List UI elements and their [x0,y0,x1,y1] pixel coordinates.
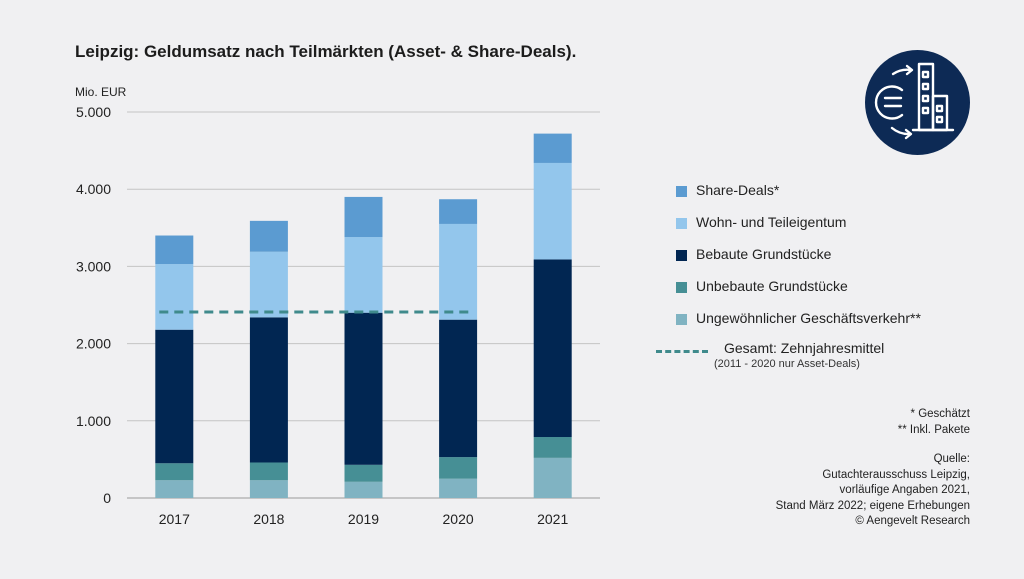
legend-sub-mittel: (2011 - 2020 nur Asset-Deals) [714,358,860,370]
bar-segment-share_deals-2018 [249,220,288,252]
bar-segment-unbebaute-2021 [533,437,572,458]
y-unit-label: Mio. EUR [75,85,127,99]
y-tick-label: 3.000 [76,258,111,274]
legend-label-mittel: Gesamt: Zehnjahresmittel [724,340,885,356]
legend-swatch-ungewoehnlich [676,314,687,325]
x-tick-label: 2020 [443,511,474,527]
bar-segment-wohn-2017 [155,264,194,330]
bar-segment-bebaute-2019 [344,312,383,465]
legend-label-wohn: Wohn- und Teileigentum [696,214,847,230]
legend-label-unbebaute: Unbebaute Grundstücke [696,278,848,294]
source-line-2: vorläufige Angaben 2021, [839,484,970,496]
legend-swatch-wohn [676,218,687,229]
bar-segment-wohn-2018 [249,251,288,318]
bar-segment-ungewoehnlich-2021 [533,457,572,498]
bar-segment-wohn-2021 [533,162,572,260]
y-tick-label: 2.000 [76,336,111,352]
y-tick-label: 0 [103,490,111,506]
source-label: Quelle: [933,453,970,465]
footnote-geschaetzt: * Geschätzt [910,408,970,420]
source-line-3: Stand März 2022; eigene Erhebungen [775,499,970,512]
source-line-1: Gutachterausschuss Leipzig, [822,468,970,481]
bar-segment-share_deals-2019 [344,196,383,238]
legend-label-bebaute: Bebaute Grundstücke [696,246,832,262]
bar-segment-bebaute-2021 [533,259,572,438]
bar-segment-wohn-2020 [439,223,478,320]
bar-segment-ungewoehnlich-2019 [344,481,383,498]
bar-segment-ungewoehnlich-2017 [155,480,194,498]
bar-segment-wohn-2019 [344,237,383,313]
y-tick-label: 4.000 [76,181,111,197]
x-tick-label: 2017 [159,511,190,527]
footnotes: * Geschätzt ** Inkl. Pakete [898,406,970,438]
legend-label-ungewoehnlich: Ungewöhnlicher Geschäftsverkehr** [696,310,921,326]
legend-swatch-unbebaute [676,282,687,293]
legend-swatch-bebaute [676,250,687,261]
bar-segment-share_deals-2021 [533,133,572,163]
bar-segment-bebaute-2018 [249,317,288,463]
euro-building-icon [865,50,970,155]
source-copyright: © Aengevelt Research [855,515,970,527]
chart-title: Leipzig: Geldumsatz nach Teilmärkten (As… [75,42,577,61]
x-tick-label: 2018 [253,511,284,527]
bar-segment-unbebaute-2019 [344,464,383,482]
bar-segment-bebaute-2017 [155,329,194,464]
y-tick-label: 5.000 [76,104,111,120]
footnote-pakete: ** Inkl. Pakete [897,424,970,436]
bar-segment-share_deals-2017 [155,235,194,265]
bar-segment-unbebaute-2018 [249,462,288,481]
bar-segment-unbebaute-2017 [155,463,194,481]
x-tick-label: 2021 [537,511,568,527]
bar-segment-bebaute-2020 [439,319,478,458]
y-tick-label: 1.000 [76,413,111,429]
bar-segment-ungewoehnlich-2020 [439,478,478,498]
legend-dash-mittel [656,350,708,353]
legend-label-share-deals: Share-Deals* [696,182,780,198]
bar-segment-ungewoehnlich-2018 [249,480,288,498]
x-tick-label: 2019 [348,511,379,527]
legend-swatch-share-deals [676,186,687,197]
bar-segment-unbebaute-2020 [439,457,478,479]
source: Quelle: Gutachterausschuss Leipzig, vorl… [776,452,970,530]
bar-segment-share_deals-2020 [439,199,478,224]
